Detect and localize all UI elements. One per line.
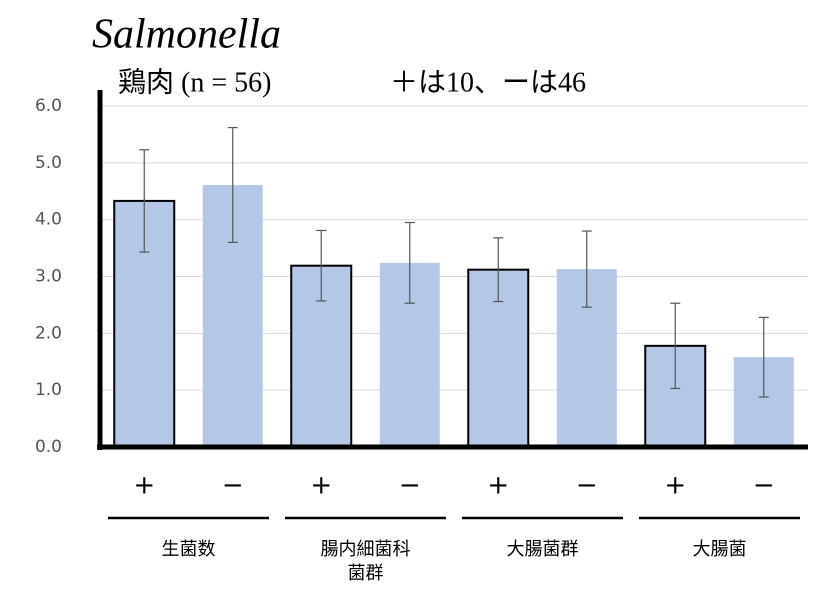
y-tick-label: 5.0 [35,153,62,173]
chart-subtitle: 鶏肉 (n = 56) [118,66,271,98]
x-tick-label: − [222,471,244,501]
chart-title: Salmonella [92,12,281,58]
x-tick-label: − [753,471,775,501]
group-label: 菌群 [348,563,384,584]
y-tick-label: 3.0 [35,267,62,287]
y-tick-label: 6.0 [35,96,62,116]
x-tick-label: + [310,471,332,501]
group-label: 腸内細菌科 [321,539,411,560]
y-tick-label: 4.0 [35,210,62,230]
group-label: 大腸菌群 [507,539,579,560]
y-tick-label: 1.0 [35,380,62,400]
x-tick-label: + [133,471,155,501]
x-tick-label: + [487,471,509,501]
x-tick-label: − [399,471,421,501]
x-tick-label: + [664,471,686,501]
y-tick-label: 0.0 [35,437,62,457]
y-tick-label: 2.0 [35,323,62,343]
x-tick-label: − [576,471,598,501]
group-label: 大腸菌 [693,539,747,560]
group-label: 生菌数 [162,539,216,560]
annotation: ＋は10、ーは46 [390,67,586,98]
